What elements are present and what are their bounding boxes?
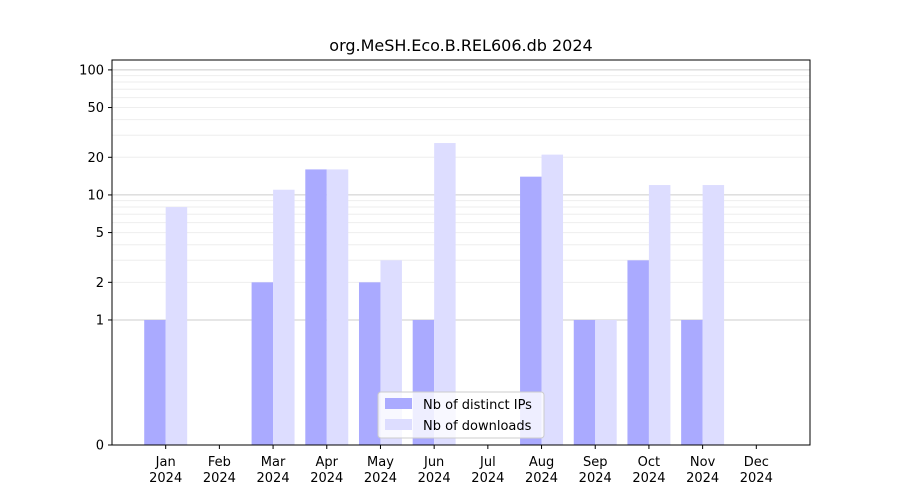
grid-lines (112, 69, 810, 321)
chart-title: org.MeSH.Eco.B.REL606.db 2024 (329, 36, 592, 55)
bar-distinct-ips (358, 282, 381, 445)
y-tick-label: 50 (87, 101, 104, 116)
y-tick-label: 5 (96, 226, 104, 241)
x-tick-label-month: Nov (690, 455, 716, 470)
bar-distinct-ips (251, 282, 274, 445)
x-tick-label-month: Sep (583, 455, 608, 470)
x-tick-label-year: 2024 (149, 471, 182, 486)
y-tick-label: 0 (96, 439, 104, 454)
legend: Nb of distinct IPs Nb of downloads (377, 391, 545, 439)
bar-downloads (273, 189, 295, 445)
x-tick-label-year: 2024 (471, 471, 504, 486)
x-tick-label-year: 2024 (364, 471, 397, 486)
x-tick-label-month: Mar (261, 455, 286, 470)
legend-swatch-distinct-ips (385, 398, 412, 409)
x-tick-label-month: Dec (744, 455, 769, 470)
y-tick-label: 20 (87, 151, 104, 166)
x-tick-label-year: 2024 (257, 471, 290, 486)
y-tick-label: 1 (96, 313, 104, 328)
bar-distinct-ips (305, 169, 327, 445)
bar-distinct-ips (681, 319, 703, 445)
x-tick-label-month: Jun (423, 455, 444, 470)
bar-distinct-ips (573, 319, 596, 445)
bar-downloads (326, 169, 349, 445)
bar-downloads (541, 154, 564, 446)
x-tick-label-year: 2024 (310, 471, 343, 486)
plot-frame (111, 59, 811, 446)
bar-downloads (648, 185, 671, 445)
bar-downloads (595, 319, 617, 445)
bar-distinct-ips (520, 176, 542, 445)
x-tick-label-month: Oct (638, 455, 660, 470)
x-tick-label-year: 2024 (418, 471, 451, 486)
x-tick-label-month: Aug (529, 455, 554, 470)
y-tick-label: 10 (87, 188, 104, 203)
bar-downloads (165, 207, 188, 445)
y-axis: 0 1 2 5 10 20 50 100 (79, 63, 112, 454)
x-axis: Jan2024Feb2024Mar2024Apr2024May2024Jun20… (149, 445, 773, 486)
bar-downloads (434, 143, 456, 445)
x-tick-label-month: Feb (208, 455, 231, 470)
y-tick-label: 2 (96, 276, 104, 291)
x-tick-label-year: 2024 (740, 471, 773, 486)
x-tick-label-month: Jan (155, 455, 176, 470)
x-tick-label-year: 2024 (579, 471, 612, 486)
legend-swatch-downloads (385, 419, 412, 430)
x-tick-label-month: Jul (479, 455, 496, 470)
x-tick-label-month: Apr (316, 455, 339, 470)
legend-label-downloads: Nb of downloads (423, 419, 532, 434)
y-tick-label: 100 (79, 63, 104, 78)
bar-distinct-ips (144, 319, 166, 445)
bar-distinct-ips (627, 260, 649, 445)
x-tick-label-year: 2024 (203, 471, 236, 486)
x-tick-label-year: 2024 (525, 471, 558, 486)
legend-label-distinct-ips: Nb of distinct IPs (423, 398, 532, 413)
x-tick-label-month: May (367, 455, 394, 470)
x-tick-label-year: 2024 (632, 471, 665, 486)
x-tick-label-year: 2024 (686, 471, 719, 486)
bar-downloads (702, 185, 725, 445)
bars (144, 143, 725, 446)
legend-box (377, 391, 545, 439)
